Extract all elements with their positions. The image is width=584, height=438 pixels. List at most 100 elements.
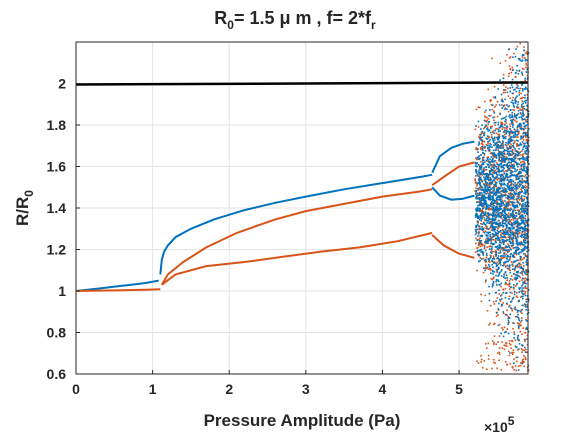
scatter-point <box>502 175 505 178</box>
scatter-point <box>489 234 492 236</box>
scatter-point <box>491 259 493 262</box>
scatter-point <box>508 169 510 171</box>
scatter-point <box>517 248 519 251</box>
scatter-point <box>509 201 512 203</box>
scatter-point <box>510 184 512 186</box>
scatter-point <box>526 334 529 337</box>
scatter-point <box>513 251 515 254</box>
scatter-point <box>506 166 509 168</box>
scatter-point <box>511 66 514 69</box>
scatter-point <box>475 194 478 197</box>
scatter-point <box>485 234 488 236</box>
scatter-point <box>479 198 481 201</box>
scatter-point <box>518 148 520 150</box>
scatter-point <box>485 197 488 199</box>
scatter-point <box>515 237 518 240</box>
scatter-point <box>519 172 522 174</box>
scatter-point <box>525 119 527 121</box>
scatter-point <box>511 86 514 89</box>
scatter-point <box>517 181 520 184</box>
scatter-point <box>503 276 505 279</box>
scatter-point <box>500 295 502 297</box>
scatter-point <box>481 130 484 133</box>
scatter-point <box>525 304 527 306</box>
scatter-point <box>495 177 498 180</box>
scatter-point <box>525 185 528 188</box>
scatter-point <box>514 193 517 196</box>
scatter-point <box>516 233 519 236</box>
scatter-point <box>489 261 491 263</box>
scatter-point <box>490 192 492 195</box>
scatter-point <box>523 265 525 267</box>
scatter-point <box>493 121 496 124</box>
x-axis-label: Pressure Amplitude (Pa) <box>204 411 401 430</box>
series-branch <box>431 234 475 259</box>
scatter-point <box>512 174 514 177</box>
scatter-point <box>488 245 490 248</box>
scatter-point <box>523 227 525 230</box>
scatter-point <box>511 164 514 166</box>
scatter-point <box>495 274 497 277</box>
scatter-point <box>497 189 499 192</box>
scatter-point <box>522 281 524 284</box>
scatter-point <box>518 325 521 327</box>
scatter-point <box>502 189 505 192</box>
scatter-point <box>520 215 522 217</box>
scatter-point <box>487 214 490 217</box>
scatter-point <box>479 243 482 246</box>
scatter-point <box>491 57 494 60</box>
scatter-point <box>504 292 507 295</box>
scatter-point <box>499 251 502 254</box>
scatter-point <box>519 125 521 127</box>
scatter-point <box>498 274 500 276</box>
scatter-point <box>503 234 505 237</box>
scatter-point <box>521 74 524 77</box>
scatter-point <box>477 209 479 212</box>
scatter-point <box>496 203 499 206</box>
scatter-point <box>506 277 508 279</box>
scatter-point <box>514 236 517 238</box>
scatter-point <box>489 131 492 134</box>
scatter-point <box>478 180 481 183</box>
scatter-point <box>513 333 516 335</box>
scatter-point <box>477 158 480 160</box>
scatter-point <box>495 121 497 124</box>
scatter-point <box>512 183 515 186</box>
scatter-point <box>503 117 506 119</box>
scatter-point <box>525 287 528 290</box>
scatter-point <box>495 221 497 224</box>
scatter-point <box>484 230 487 233</box>
scatter-point <box>521 163 524 166</box>
scatter-point <box>522 228 524 231</box>
scatter-point <box>523 105 525 108</box>
scatter-point <box>525 166 528 169</box>
scatter-point <box>487 342 490 345</box>
scatter-point <box>489 203 492 205</box>
scatter-point <box>500 125 502 128</box>
scatter-point <box>490 224 493 227</box>
scatter-point <box>524 294 527 297</box>
scatter-point <box>475 165 477 167</box>
scatter-point <box>506 163 508 166</box>
scatter-point <box>501 214 503 217</box>
scatter-point <box>508 164 510 167</box>
scatter-point <box>518 319 521 322</box>
scatter-point <box>511 188 513 190</box>
scatter-point <box>504 249 507 252</box>
scatter-point <box>491 195 494 198</box>
scatter-point <box>496 215 498 218</box>
scatter-point <box>482 205 485 207</box>
scatter-point <box>509 142 511 144</box>
scatter-point <box>520 197 522 200</box>
scatter-point <box>511 99 514 102</box>
scatter-point <box>524 97 526 99</box>
scatter-point <box>504 239 506 242</box>
scatter-point <box>513 287 515 290</box>
scatter-point <box>526 237 529 239</box>
scatter-point <box>513 158 515 161</box>
scatter-point <box>490 272 492 274</box>
scatter-point <box>515 274 517 276</box>
scatter-point <box>526 269 528 271</box>
scatter-point <box>500 165 503 167</box>
scatter-point <box>511 114 513 116</box>
